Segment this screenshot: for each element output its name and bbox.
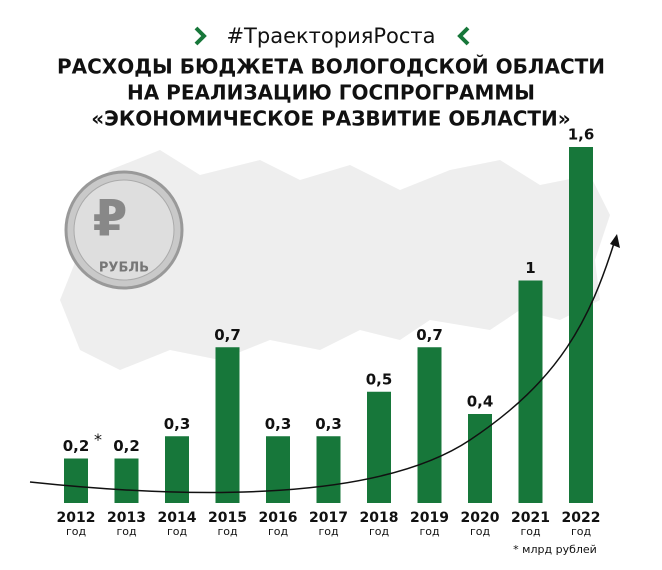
value-label: 0,7 [416,326,443,344]
bar [266,436,290,503]
x-tick-label: 2022 [562,510,601,526]
value-label: 0,3 [164,415,191,433]
x-tick-sublabel: год [520,525,541,538]
value-label: 1,6 [568,126,595,144]
value-label: 0,7 [214,326,241,344]
chart-title: НА РЕАЛИЗАЦИЮ ГОСПРОГРАММЫ [127,81,535,105]
x-tick-label: 2013 [107,510,146,526]
x-tick-sublabel: год [167,525,188,538]
x-tick-sublabel: год [470,525,491,538]
bar [114,458,139,503]
x-tick-label: 2014 [158,510,197,526]
x-tick-label: 2019 [410,510,449,526]
x-tick-sublabel: год [217,525,238,538]
x-tick-label: 2015 [208,510,247,526]
x-tick-label: 2020 [461,510,500,526]
value-label: 0,2 [63,437,90,455]
map-background [60,150,610,370]
trend-arrow [29,239,616,494]
footnote-marker: * [94,430,102,449]
coin-symbol: ₽ [93,190,128,248]
x-tick-sublabel: год [318,525,339,538]
coin-label: РУБЛЬ [99,261,149,276]
hashtag: #ТраекторияРоста [226,24,435,48]
value-label: 0,2 [113,437,140,455]
x-tick-label: 2016 [259,510,298,526]
bar [316,436,341,503]
x-tick-sublabel: год [369,525,390,538]
arrow-head [610,234,620,248]
chevron [457,26,470,46]
x-tick-sublabel: год [116,525,137,538]
x-tick-sublabel: год [268,525,289,538]
x-tick-sublabel: год [571,525,592,538]
value-label: 0,5 [366,370,393,388]
chart-title: РАСХОДЫ БЮДЖЕТА ВОЛОГОДСКОЙ ОБЛАСТИ [57,55,605,79]
value-label: 0,3 [315,415,342,433]
x-tick-sublabel: год [66,525,87,538]
coin: ₽ РУБЛЬ [64,170,184,290]
x-tick-label: 2012 [57,510,96,526]
x-tick-sublabel: год [419,525,440,538]
bar [417,347,442,503]
bar [367,391,391,503]
chart-title: «ЭКОНОМИЧЕСКОЕ РАЗВИТИЕ ОБЛАСТИ» [91,107,570,131]
x-tick-label: 2017 [309,510,348,526]
footnote: * млрд рублей [513,543,597,556]
x-tick-label: 2018 [360,510,399,526]
bar [215,347,240,503]
x-tick-label: 2021 [511,510,550,526]
value-label: 0,4 [467,393,494,411]
bar [64,458,88,503]
value-label: 0,3 [265,415,292,433]
bar [468,414,492,503]
chevron [194,26,207,46]
value-label: 1 [525,259,535,277]
